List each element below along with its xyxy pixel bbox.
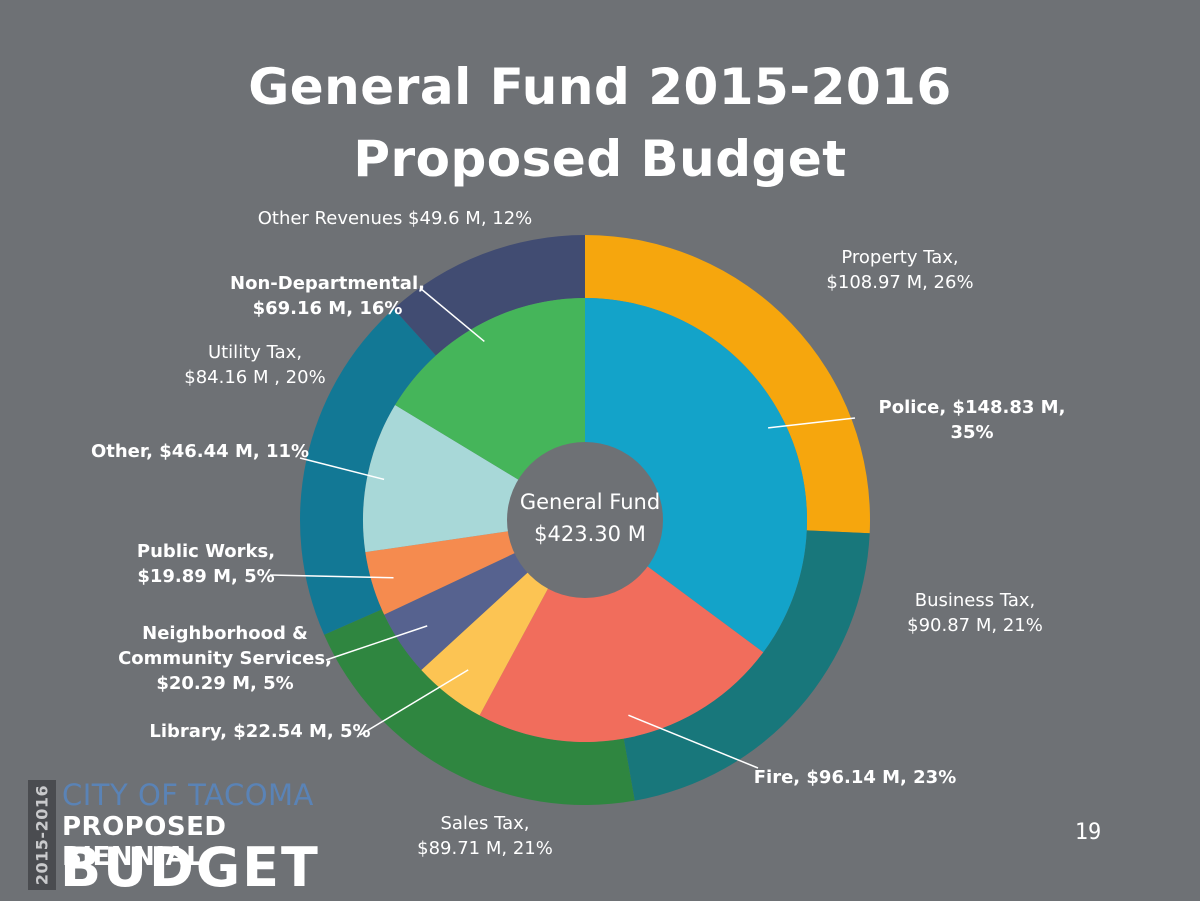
leader-line-library	[359, 669, 469, 736]
inner-slice-fire	[479, 520, 764, 742]
donut-center-hole	[507, 442, 663, 598]
label-police: Police, $148.83 M, 35%	[878, 397, 1066, 443]
outer-slice-other-revenues	[393, 235, 585, 356]
label-public-works: Public Works, $19.89 M, 5%	[136, 541, 276, 587]
leader-line-public-works	[269, 574, 394, 579]
leader-line-police	[768, 417, 856, 429]
logo-city-name: CITY OF TACOMA	[62, 778, 314, 812]
label-library: Library, $22.54 M, 5%	[149, 721, 371, 742]
label-utility-tax: Utility Tax, $84.16 M , 20%	[184, 342, 326, 388]
logo-years-banner: 2015-2016	[28, 780, 56, 890]
label-neighborhood: Neighborhood & Community Services, $20.2…	[118, 623, 332, 694]
chart-title-line-2: Proposed Budget	[353, 130, 847, 188]
label-sales-tax: Sales Tax, $89.71 M, 21%	[417, 813, 553, 859]
outer-slice-property-tax	[585, 235, 870, 534]
label-property-tax: Property Tax, $108.97 M, 26%	[826, 247, 974, 293]
label-other: Other, $46.44 M, 11%	[90, 441, 310, 462]
chart-title-line-1: General Fund 2015-2016	[248, 58, 952, 116]
center-value: $423.30 M	[534, 522, 646, 546]
label-non-departmental: Non-Departmental, $69.16 M, 16%	[230, 273, 425, 319]
leader-line-other	[299, 457, 385, 481]
label-fire: Fire, $96.14 M, 23%	[753, 767, 957, 788]
outer-slice-utility-tax	[300, 308, 436, 635]
leader-line-fire	[628, 714, 759, 769]
leader-line-non-departmental	[419, 287, 485, 342]
leader-line-neighborhood-and-community-services	[325, 625, 428, 661]
outer-slice-sales-tax	[324, 609, 635, 805]
logo-budget-word: BUDGET	[60, 836, 320, 899]
logo-proposed-biennial: PROPOSED BIENNIAL	[62, 812, 227, 872]
center-label: General Fund	[519, 490, 661, 514]
label-business-tax: Business Tax, $90.87 M, 21%	[907, 590, 1043, 636]
logo-years: 2015-2016	[32, 784, 52, 886]
inner-slice-police	[585, 298, 808, 653]
city-of-tacoma-budget-logo: 2015-2016 CITY OF TACOMA PROPOSED BIENNI…	[28, 778, 338, 899]
label-other-revenues: Other Revenues $49.6 M, 12%	[257, 208, 533, 229]
outer-slice-business-tax	[623, 530, 870, 801]
page-number: 19	[1074, 820, 1102, 845]
